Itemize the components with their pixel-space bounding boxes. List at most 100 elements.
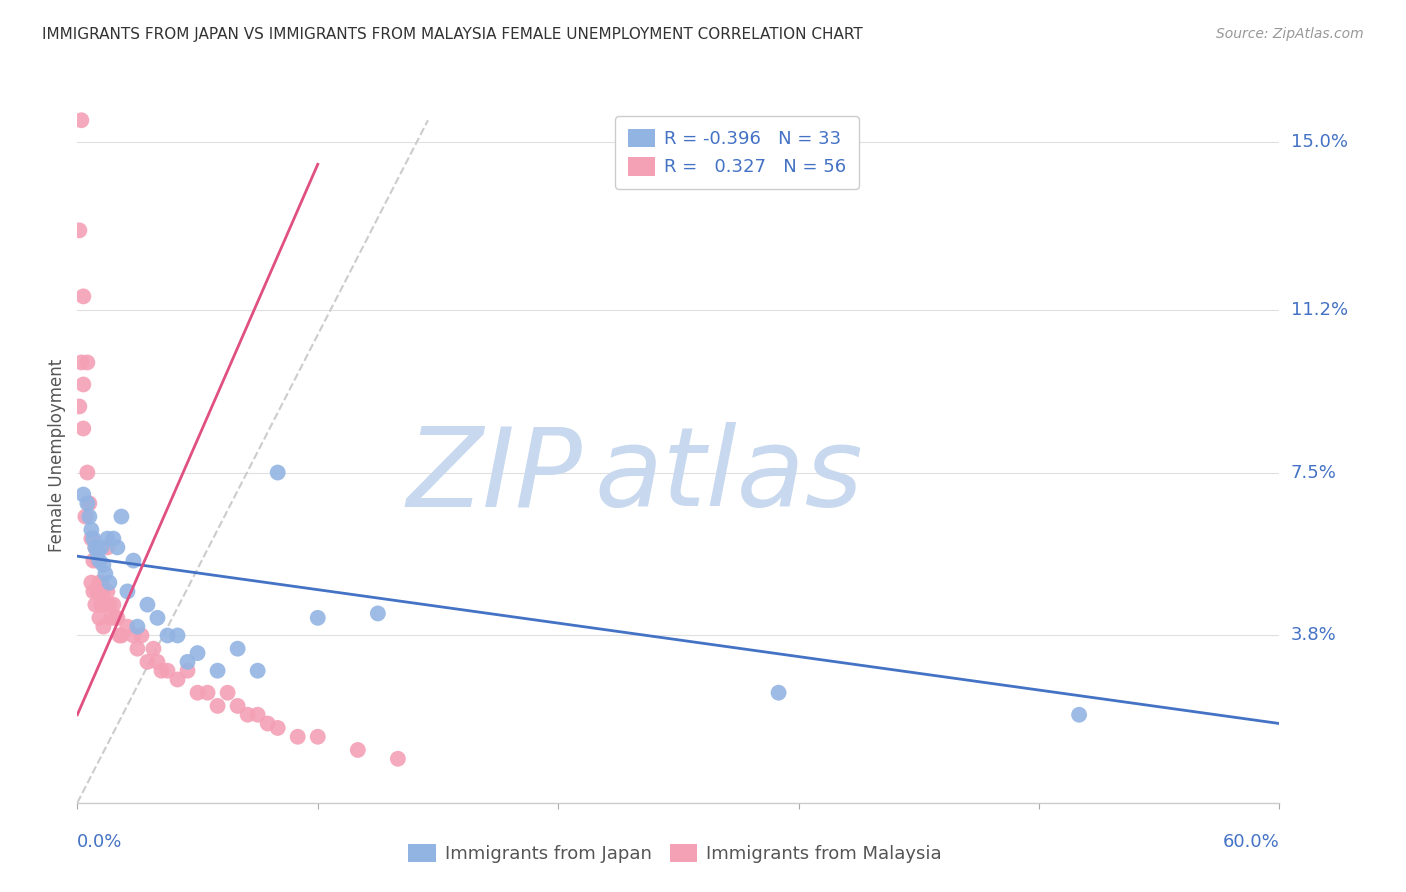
Point [156,628,179,642]
Point [67,400,90,414]
Point [79,509,101,524]
Text: 60.0%: 60.0% [1223,833,1279,851]
Point [307,730,329,744]
Point [82,532,104,546]
Text: Source: ZipAtlas.com: Source: ZipAtlas.com [1216,27,1364,41]
Point [96,541,118,555]
Point [146,655,169,669]
Point [72,289,94,303]
Point [100,611,122,625]
Point [108,628,131,642]
Point [103,532,125,546]
Point [207,698,229,713]
Point [98,598,121,612]
Point [236,707,259,722]
Point [89,611,111,625]
Point [76,496,98,510]
Text: 0.0%: 0.0% [77,833,122,851]
Point [142,641,165,656]
Point [107,611,129,625]
Point [89,575,111,590]
Point [246,707,269,722]
Point [86,553,108,567]
Point [146,611,169,625]
Point [107,541,129,555]
Point [86,584,108,599]
Point [166,628,188,642]
Point [82,584,104,599]
Point [72,377,94,392]
Text: 7.5%: 7.5% [1291,464,1337,482]
Point [267,466,290,480]
Point [207,664,229,678]
Point [768,686,790,700]
Point [80,532,103,546]
Point [82,553,104,567]
Point [117,620,139,634]
Point [89,553,111,567]
Legend: Immigrants from Japan, Immigrants from Malaysia: Immigrants from Japan, Immigrants from M… [398,833,952,874]
Point [307,611,329,625]
Point [122,553,145,567]
Point [90,575,112,590]
Text: 15.0%: 15.0% [1291,133,1347,152]
Point [84,598,107,612]
Y-axis label: Female Unemployment: Female Unemployment [48,359,66,551]
Point [93,558,115,572]
Point [94,566,117,581]
Point [72,487,94,501]
Point [103,598,125,612]
Point [70,355,93,369]
Point [96,584,118,599]
Point [176,664,198,678]
Point [110,509,132,524]
Point [84,541,107,555]
Point [217,686,239,700]
Legend: R = -0.396   N = 33, R =   0.327   N = 56: R = -0.396 N = 33, R = 0.327 N = 56 [616,116,859,189]
Point [75,509,97,524]
Point [93,620,115,634]
Point [76,466,98,480]
Point [127,620,149,634]
Point [156,664,179,678]
Point [131,628,153,642]
Point [104,611,127,625]
Point [256,716,278,731]
Text: atlas: atlas [595,422,863,529]
Point [387,752,409,766]
Text: 3.8%: 3.8% [1291,626,1336,644]
Point [136,598,159,612]
Point [98,575,121,590]
Point [226,698,249,713]
Point [110,628,132,642]
Point [246,664,269,678]
Point [166,673,188,687]
Point [80,523,103,537]
Point [67,223,90,237]
Point [96,532,118,546]
Point [86,545,108,559]
Point [80,575,103,590]
Text: IMMIGRANTS FROM JAPAN VS IMMIGRANTS FROM MALAYSIA FEMALE UNEMPLOYMENT CORRELATIO: IMMIGRANTS FROM JAPAN VS IMMIGRANTS FROM… [42,27,863,42]
Point [127,641,149,656]
Point [136,655,159,669]
Point [117,584,139,599]
Point [176,655,198,669]
Text: ZIP: ZIP [406,422,582,529]
Point [122,628,145,642]
Point [1069,707,1091,722]
Point [90,541,112,555]
Point [287,730,309,744]
Point [197,686,219,700]
Point [226,641,249,656]
Point [84,541,107,555]
Point [186,646,209,660]
Point [186,686,209,700]
Point [90,598,112,612]
Point [267,721,290,735]
Text: 11.2%: 11.2% [1291,301,1348,318]
Point [94,598,117,612]
Point [72,421,94,435]
Point [347,743,370,757]
Point [367,607,389,621]
